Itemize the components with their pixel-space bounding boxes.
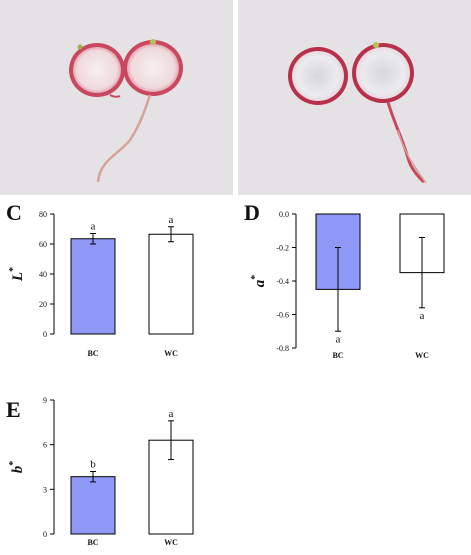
chart-c: 0 20 40 60 80 L* a BC a WC bbox=[8, 210, 194, 358]
significance-letter: a bbox=[169, 408, 174, 420]
significance-letter: b bbox=[90, 458, 96, 470]
y-tick-label: -0.2 bbox=[276, 244, 289, 253]
y-tick-label: -0.8 bbox=[276, 344, 289, 353]
x-category-label: BC bbox=[332, 351, 343, 360]
radish-b-illustration bbox=[288, 42, 427, 184]
y-tick-label: 0 bbox=[43, 530, 47, 539]
y-axis-label: b* bbox=[8, 461, 26, 474]
y-tick-label: 3 bbox=[43, 485, 47, 494]
chart-c-container: 0 20 40 60 80 L* a BC a WC bbox=[0, 198, 235, 363]
significance-letter: a bbox=[91, 221, 96, 233]
y-tick-label: 60 bbox=[39, 240, 47, 249]
y-tick-label: 9 bbox=[43, 396, 47, 405]
significance-letter: a bbox=[169, 214, 174, 226]
bar-bc bbox=[70, 476, 116, 535]
y-axis-label: L* bbox=[8, 267, 26, 282]
x-category-label: WC bbox=[164, 538, 178, 547]
x-category-label: WC bbox=[164, 349, 178, 358]
y-axis-label: a* bbox=[250, 275, 268, 288]
significance-letter: a bbox=[420, 310, 425, 322]
x-category-label: WC bbox=[415, 351, 429, 360]
photo-radish-b bbox=[238, 0, 471, 195]
y-tick-label: 20 bbox=[39, 300, 47, 309]
bar-wc bbox=[148, 233, 194, 335]
panel-label-e: E bbox=[6, 397, 21, 422]
chart-e: 0 3 6 9 b* b BC a WC bbox=[8, 396, 194, 547]
y-tick-label: 6 bbox=[43, 441, 47, 450]
y-tick-label: -0.4 bbox=[276, 277, 289, 286]
x-category-label: BC bbox=[87, 349, 98, 358]
x-category-label: BC bbox=[87, 538, 98, 547]
panel-label-c: C bbox=[6, 200, 22, 225]
radish-a-illustration bbox=[69, 39, 183, 183]
y-tick-label: 0 bbox=[43, 330, 47, 339]
significance-letter: a bbox=[336, 333, 341, 345]
chart-d: 0.0 -0.2 -0.4 -0.6 -0.8 a* a BC a WC bbox=[250, 210, 445, 360]
y-tick-label: -0.6 bbox=[276, 311, 289, 320]
y-tick-label: 0.0 bbox=[279, 210, 289, 219]
chart-e-container: 0 3 6 9 b* b BC a WC bbox=[0, 392, 235, 550]
bar-bc bbox=[70, 238, 116, 335]
y-tick-label: 80 bbox=[39, 210, 47, 219]
photo-radish-a bbox=[0, 0, 233, 195]
chart-d-container: 0.0 -0.2 -0.4 -0.6 -0.8 a* a BC a WC bbox=[236, 198, 471, 366]
panel-label-d: D bbox=[244, 200, 260, 225]
y-tick-label: 40 bbox=[39, 270, 47, 279]
